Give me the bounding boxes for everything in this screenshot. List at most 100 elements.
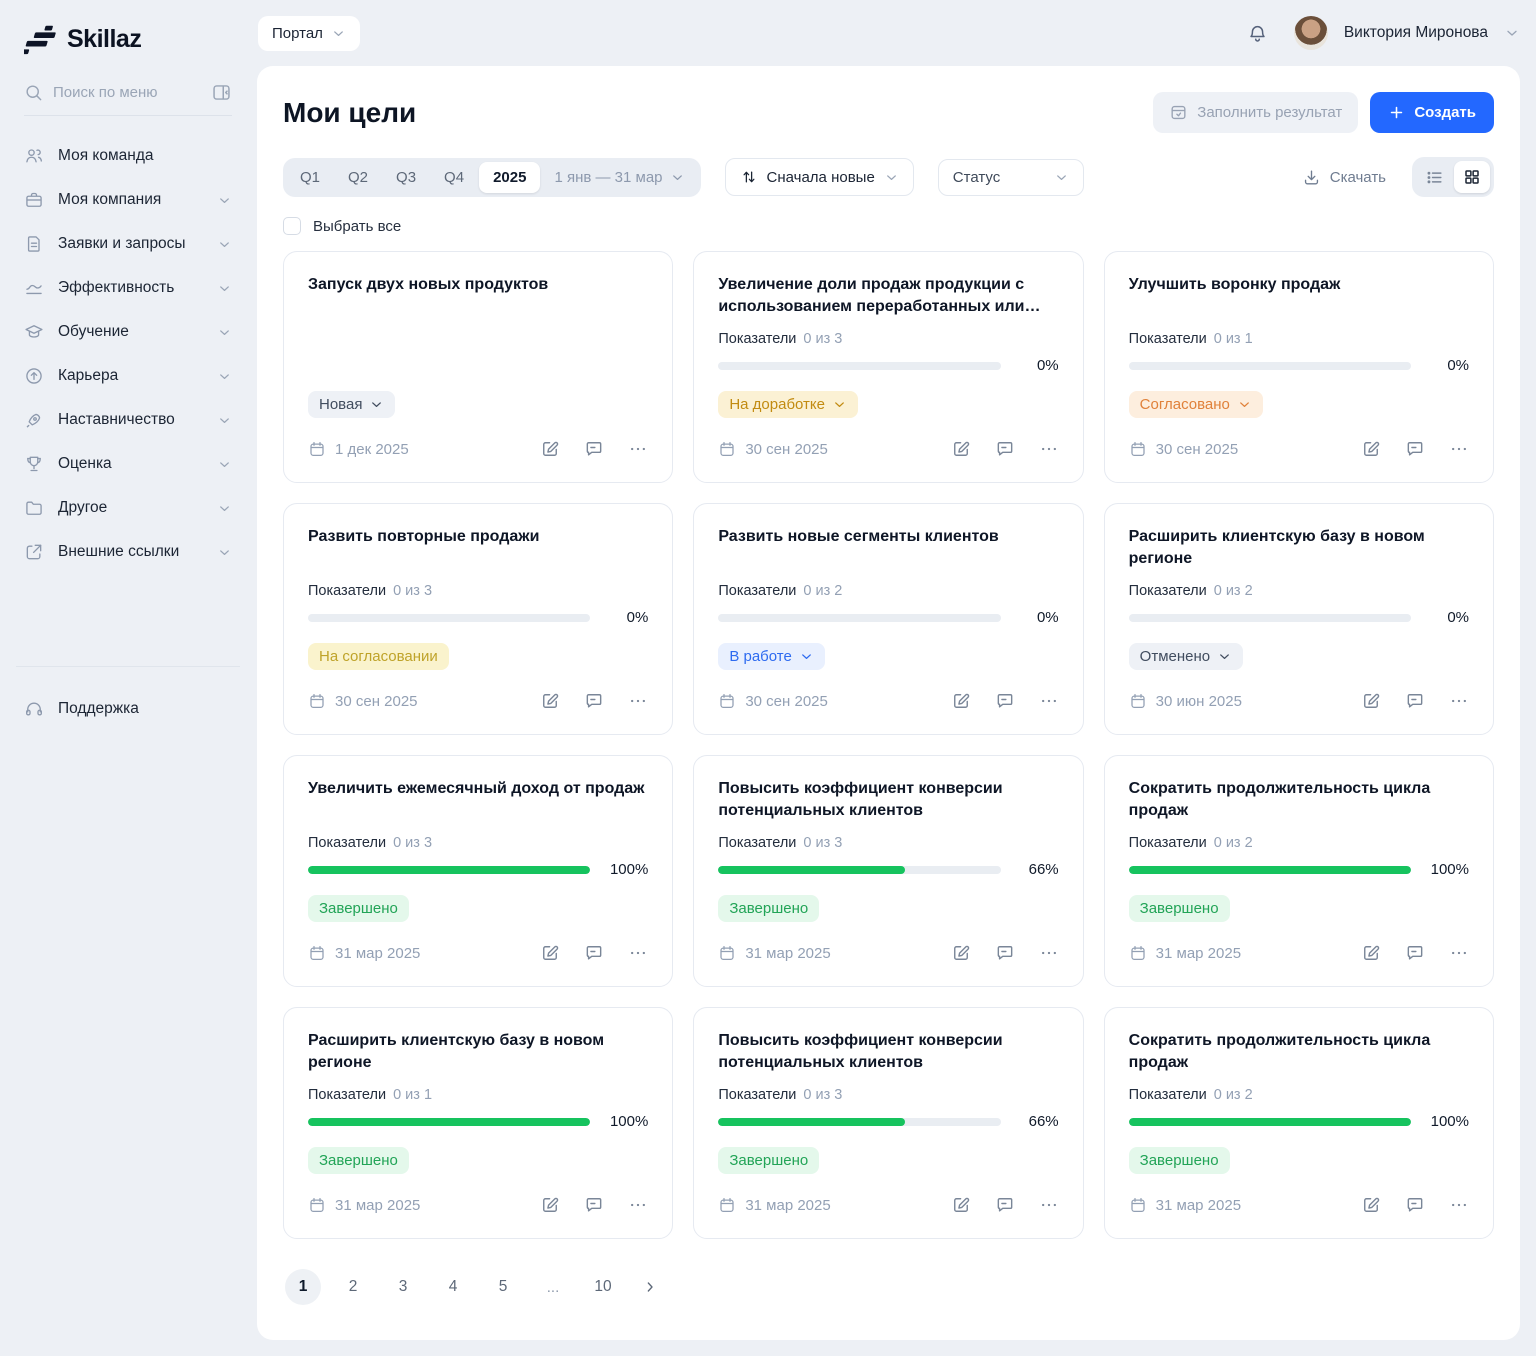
- more-actions-button[interactable]: [628, 1195, 648, 1215]
- search-input[interactable]: [53, 84, 201, 101]
- pagination-page-5[interactable]: 5: [485, 1269, 521, 1305]
- sidebar-item-support[interactable]: Поддержка: [0, 687, 256, 731]
- pagination-page-10[interactable]: 10: [585, 1269, 621, 1305]
- comment-goal-button[interactable]: [584, 691, 604, 711]
- edit-goal-button[interactable]: [540, 439, 560, 459]
- comment-goal-button[interactable]: [584, 943, 604, 963]
- edit-goal-button[interactable]: [951, 691, 971, 711]
- goal-status-badge[interactable]: В работе: [718, 643, 825, 671]
- sidebar-item-company[interactable]: Моя компания: [0, 178, 256, 222]
- edit-goal-button[interactable]: [540, 691, 560, 711]
- sidebar-item-assessment[interactable]: Оценка: [0, 442, 256, 486]
- year-filter-button[interactable]: 2025: [479, 161, 541, 193]
- portal-selector[interactable]: Портал: [258, 15, 360, 51]
- list-view-button[interactable]: [1416, 161, 1452, 193]
- goal-status-badge[interactable]: Завершено: [718, 895, 820, 923]
- quarter-filter-q1[interactable]: Q1: [287, 162, 333, 193]
- edit-goal-button[interactable]: [540, 943, 560, 963]
- goal-status-badge[interactable]: На доработке: [718, 391, 858, 419]
- edit-goal-button[interactable]: [1361, 439, 1381, 459]
- sidebar-item-other[interactable]: Другое: [0, 486, 256, 530]
- edit-goal-button[interactable]: [1361, 691, 1381, 711]
- pagination-page-1[interactable]: 1: [285, 1269, 321, 1305]
- download-button[interactable]: Скачать: [1302, 168, 1386, 187]
- goal-status-badge[interactable]: Завершено: [1128, 1147, 1230, 1175]
- date-range-button[interactable]: 1 янв — 31 мар: [542, 162, 696, 193]
- pagination-next-button[interactable]: [635, 1279, 665, 1295]
- sidebar-collapse-button[interactable]: [211, 82, 232, 103]
- goal-card[interactable]: Увеличить ежемесячный доход от продаж По…: [283, 755, 674, 987]
- status-dropdown[interactable]: Статус: [937, 158, 1084, 196]
- edit-goal-button[interactable]: [951, 1195, 971, 1215]
- comment-goal-button[interactable]: [995, 1195, 1015, 1215]
- pagination-page-3[interactable]: 3: [385, 1269, 421, 1305]
- pagination-page-2[interactable]: 2: [335, 1269, 371, 1305]
- comment-goal-button[interactable]: [584, 1195, 604, 1215]
- goal-status-badge[interactable]: Завершено: [308, 895, 409, 923]
- goal-card[interactable]: Улучшить воронку продаж Показатели 0 из …: [1103, 251, 1494, 483]
- goal-status-badge[interactable]: Новая: [308, 390, 396, 418]
- comment-goal-button[interactable]: [584, 439, 604, 459]
- goal-card[interactable]: Увеличение доли продаж продукции с испол…: [693, 251, 1084, 483]
- sidebar-item-team[interactable]: Моя команда: [0, 134, 256, 178]
- goal-card[interactable]: Развить повторные продажи Показатели 0 и…: [283, 503, 674, 735]
- comment-goal-button[interactable]: [1405, 1195, 1425, 1215]
- more-actions-button[interactable]: [1039, 1195, 1059, 1215]
- sidebar-item-external-links[interactable]: Внешние ссылки: [0, 530, 256, 574]
- grid-view-button[interactable]: [1454, 161, 1490, 193]
- edit-goal-button[interactable]: [951, 439, 971, 459]
- sidebar-item-performance[interactable]: Эффективность: [0, 266, 256, 310]
- user-avatar[interactable]: [1293, 16, 1328, 50]
- more-actions-button[interactable]: [628, 943, 648, 963]
- quarter-filter-q4[interactable]: Q4: [431, 162, 477, 193]
- more-actions-button[interactable]: [1449, 439, 1469, 459]
- edit-goal-button[interactable]: [1361, 943, 1381, 963]
- skillaz-logo[interactable]: Skillaz: [0, 18, 256, 56]
- goal-card[interactable]: Сократить продолжительность цикла продаж…: [1103, 755, 1494, 987]
- edit-goal-button[interactable]: [540, 1195, 560, 1215]
- sidebar-item-learning[interactable]: Обучение: [0, 310, 256, 354]
- more-actions-button[interactable]: [1039, 943, 1059, 963]
- fill-result-button[interactable]: Заполнить результат: [1153, 92, 1359, 133]
- more-actions-button[interactable]: [628, 691, 648, 711]
- goal-card[interactable]: Сократить продолжительность цикла продаж…: [1103, 1007, 1494, 1239]
- comment-goal-button[interactable]: [995, 943, 1015, 963]
- comment-goal-button[interactable]: [995, 691, 1015, 711]
- goal-card[interactable]: Расширить клиентскую базу в новом регион…: [283, 1007, 674, 1239]
- goal-card[interactable]: Расширить клиентскую базу в новом регион…: [1103, 503, 1494, 735]
- more-actions-button[interactable]: [1039, 691, 1059, 711]
- goal-status-badge[interactable]: На согласовании: [308, 643, 449, 671]
- comment-goal-button[interactable]: [1405, 943, 1425, 963]
- sidebar-item-mentoring[interactable]: Наставничество: [0, 398, 256, 442]
- goal-card[interactable]: Запуск двух новых продуктов Новая 1 дек …: [283, 251, 674, 483]
- goal-status-badge[interactable]: Завершено: [308, 1147, 409, 1175]
- more-actions-button[interactable]: [1449, 691, 1469, 711]
- ellipsis-icon: [1449, 691, 1469, 711]
- goal-card[interactable]: Повысить коэффициент конверсии потенциал…: [693, 755, 1084, 987]
- comment-goal-button[interactable]: [1405, 691, 1425, 711]
- user-menu-button[interactable]: [1504, 25, 1520, 41]
- goal-status-badge[interactable]: Завершено: [718, 1147, 820, 1175]
- more-actions-button[interactable]: [1449, 943, 1469, 963]
- goal-card[interactable]: Развить новые сегменты клиентов Показате…: [693, 503, 1084, 735]
- pagination-page-4[interactable]: 4: [435, 1269, 471, 1305]
- notifications-button[interactable]: [1247, 23, 1268, 44]
- select-all-checkbox[interactable]: [283, 217, 301, 235]
- goal-status-badge[interactable]: Согласовано: [1128, 391, 1263, 419]
- goal-status-badge[interactable]: Отменено: [1128, 643, 1244, 671]
- more-actions-button[interactable]: [1449, 1195, 1469, 1215]
- comment-goal-button[interactable]: [1405, 439, 1425, 459]
- more-actions-button[interactable]: [628, 439, 648, 459]
- comment-goal-button[interactable]: [995, 439, 1015, 459]
- goal-card[interactable]: Повысить коэффициент конверсии потенциал…: [693, 1007, 1084, 1239]
- create-goal-button[interactable]: Создать: [1370, 92, 1494, 133]
- more-actions-button[interactable]: [1039, 439, 1059, 459]
- quarter-filter-q3[interactable]: Q3: [383, 162, 429, 193]
- edit-goal-button[interactable]: [951, 943, 971, 963]
- sort-dropdown[interactable]: Сначала новые: [724, 158, 914, 196]
- quarter-filter-q2[interactable]: Q2: [335, 162, 381, 193]
- edit-goal-button[interactable]: [1361, 1195, 1381, 1215]
- goal-status-badge[interactable]: Завершено: [1128, 895, 1230, 923]
- sidebar-item-career[interactable]: Карьера: [0, 354, 256, 398]
- sidebar-item-requests[interactable]: Заявки и запросы: [0, 222, 256, 266]
